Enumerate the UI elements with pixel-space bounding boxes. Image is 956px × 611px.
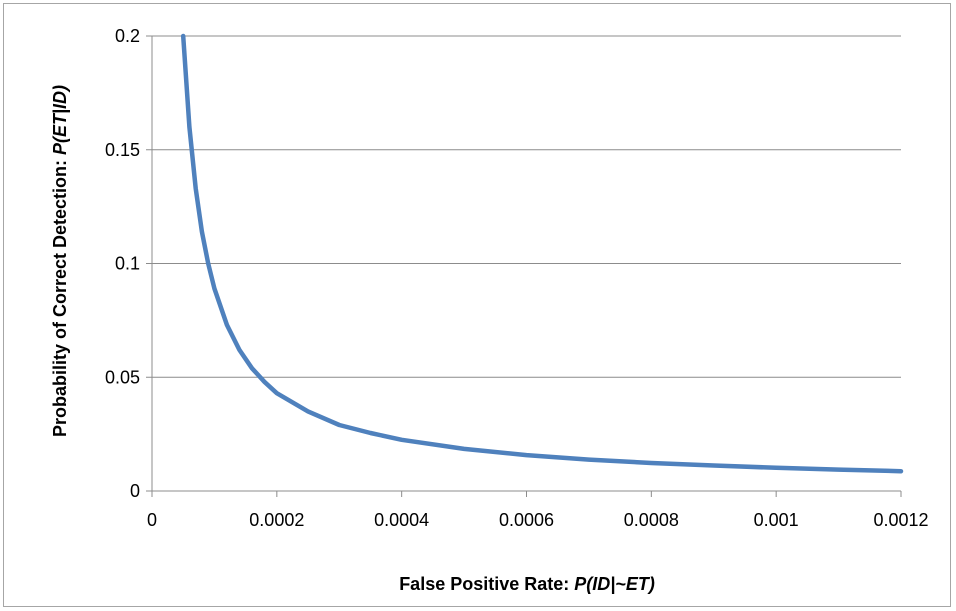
x-tick-label-5: 0.001 (754, 510, 799, 530)
y-axis-title-text: Probability of Correct Detection: (50, 155, 70, 437)
x-axis-title-math: P(ID|~ET) (574, 574, 655, 594)
axes (146, 35, 902, 497)
x-axis-title-text: False Positive Rate: (399, 574, 574, 594)
gridlines (152, 35, 901, 378)
x-tick-label-6: 0.0012 (873, 510, 928, 530)
y-axis-title-math: P(ET|ID) (50, 85, 70, 155)
y-tick-label-0: 0 (130, 481, 140, 501)
series-group (180, 33, 904, 474)
y-tick-label-3: 0.15 (105, 140, 140, 160)
x-tick-label-1: 0.0002 (249, 510, 304, 530)
y-axis-title: Probability of Correct Detection: P(ET|I… (50, 85, 70, 437)
y-tick-label-1: 0.05 (105, 367, 140, 387)
x-tick-label-4: 0.0008 (624, 510, 679, 530)
y-tick-label-2: 0.1 (115, 254, 140, 274)
x-tick-label-2: 0.0004 (374, 510, 429, 530)
y-tick-label-4: 0.2 (115, 26, 140, 46)
x-tick-label-0: 0 (147, 510, 157, 530)
x-axis-title: False Positive Rate: P(ID|~ET) (399, 574, 655, 594)
x-tick-label-3: 0.0006 (499, 510, 554, 530)
tick-labels: 0 0.05 0.1 0.15 0.2 0 0.0002 0.0004 0.0006 0.0008… (105, 26, 929, 530)
chart-frame (3, 3, 951, 607)
series-line-0 (180, 33, 904, 474)
